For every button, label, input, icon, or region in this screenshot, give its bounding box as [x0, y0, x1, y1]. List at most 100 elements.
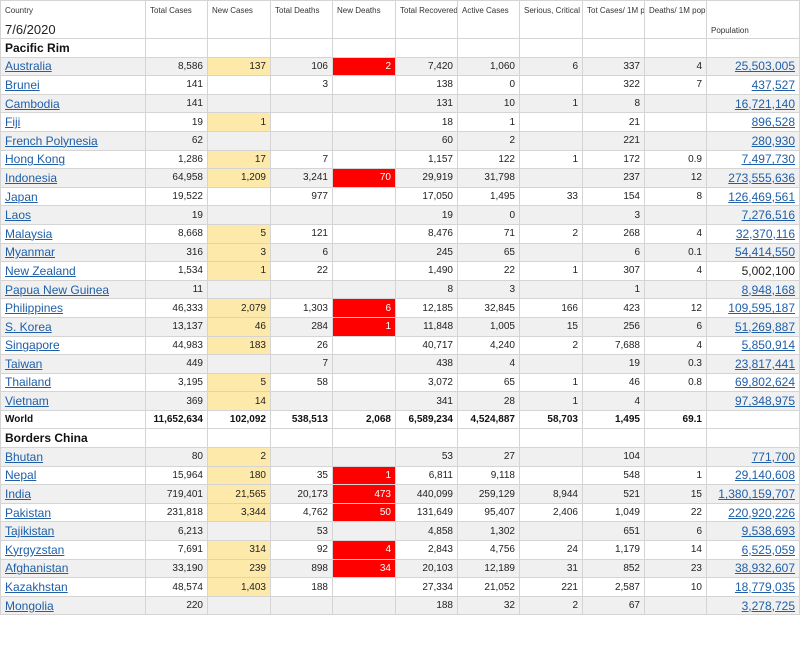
country-link[interactable]: Papua New Guinea: [0, 279, 146, 300]
deaths-per-1m-cell: 0.8: [644, 372, 707, 393]
country-link[interactable]: Mongolia: [0, 595, 146, 616]
population-link[interactable]: 8,948,168: [706, 279, 800, 300]
empty-cell: [457, 38, 520, 58]
country-link[interactable]: Myanmar: [0, 242, 146, 263]
cases-per-1m-cell: 307: [582, 261, 645, 281]
population-link[interactable]: 23,817,441: [706, 354, 800, 374]
deaths-per-1m-cell: [644, 130, 707, 151]
total-cases-cell: 44,983: [145, 335, 208, 356]
country-link[interactable]: Afghanistan: [0, 558, 146, 579]
total-recovered-cell: 29,919: [395, 168, 458, 188]
population-link[interactable]: 16,721,140: [706, 93, 800, 114]
country-link[interactable]: Cambodia: [0, 93, 146, 114]
world-total-recovered-cell: 6,589,234: [395, 409, 458, 430]
empty-cell: [644, 38, 707, 58]
total-deaths-cell: 3,241: [270, 168, 333, 188]
total-recovered-cell: 8: [395, 279, 458, 300]
population-link[interactable]: 437,527: [706, 75, 800, 95]
country-link[interactable]: Tajikistan: [0, 521, 146, 542]
table-row: Indonesia 64,958 1,209 3,241 70 29,919 31,798 2…: [0, 168, 800, 188]
population-link[interactable]: 7,276,516: [706, 205, 800, 225]
country-link[interactable]: Hong Kong: [0, 149, 146, 170]
country-link[interactable]: Pakistan: [0, 502, 146, 523]
empty-cell: [706, 38, 800, 58]
serious-critical-cell: 1: [519, 261, 583, 281]
population-link[interactable]: 32,370,116: [706, 223, 800, 244]
new-deaths-cell: 34: [332, 558, 396, 579]
country-link[interactable]: Nepal: [0, 465, 146, 486]
population-link[interactable]: 273,555,636: [706, 168, 800, 188]
population-link[interactable]: 220,920,226: [706, 502, 800, 523]
cases-per-1m-cell: 548: [582, 465, 645, 486]
country-link[interactable]: Bhutan: [0, 447, 146, 467]
country-link[interactable]: Indonesia: [0, 168, 146, 188]
new-deaths-cell: [332, 149, 396, 170]
country-link[interactable]: Taiwan: [0, 354, 146, 374]
total-cases-cell: 19,522: [145, 186, 208, 207]
population-link[interactable]: 280,930: [706, 130, 800, 151]
header-active-cases: Active Cases: [457, 0, 520, 39]
new-cases-cell: 137: [207, 56, 271, 77]
country-link[interactable]: India: [0, 484, 146, 504]
population-link[interactable]: 9,538,693: [706, 521, 800, 542]
new-deaths-cell: [332, 521, 396, 542]
total-cases-cell: 33,190: [145, 558, 208, 579]
total-recovered-cell: 138: [395, 75, 458, 95]
serious-critical-cell: 1: [519, 149, 583, 170]
deaths-per-1m-cell: [644, 205, 707, 225]
total-cases-cell: 13,137: [145, 316, 208, 337]
population-link[interactable]: 109,595,187: [706, 298, 800, 318]
population-link[interactable]: 7,497,730: [706, 149, 800, 170]
serious-critical-cell: [519, 447, 583, 467]
population-link[interactable]: 3,278,725: [706, 595, 800, 616]
population-link[interactable]: 38,932,607: [706, 558, 800, 579]
population-link[interactable]: 18,779,035: [706, 577, 800, 597]
total-cases-cell: 231,818: [145, 502, 208, 523]
deaths-per-1m-cell: 23: [644, 558, 707, 579]
new-deaths-cell: [332, 447, 396, 467]
population-link[interactable]: 69,802,624: [706, 372, 800, 393]
country-link[interactable]: Kazakhstan: [0, 577, 146, 597]
population-link[interactable]: 51,269,887: [706, 316, 800, 337]
header-total-deaths: Total Deaths: [270, 0, 333, 39]
country-link[interactable]: Philippines: [0, 298, 146, 318]
country-link[interactable]: Thailand: [0, 372, 146, 393]
population-link[interactable]: 1,380,159,707: [706, 484, 800, 504]
total-recovered-cell: 2,843: [395, 540, 458, 560]
country-link[interactable]: Japan: [0, 186, 146, 207]
deaths-per-1m-cell: 8: [644, 186, 707, 207]
new-cases-cell: 17: [207, 149, 271, 170]
new-deaths-cell: [332, 335, 396, 356]
population-link[interactable]: 771,700: [706, 447, 800, 467]
cases-per-1m-cell: 268: [582, 223, 645, 244]
country-link[interactable]: Laos: [0, 205, 146, 225]
population-link[interactable]: 97,348,975: [706, 391, 800, 411]
total-deaths-cell: 106: [270, 56, 333, 77]
country-link[interactable]: Australia: [0, 56, 146, 77]
country-link[interactable]: French Polynesia: [0, 130, 146, 151]
active-cases-cell: 10: [457, 93, 520, 114]
country-link[interactable]: Fiji: [0, 112, 146, 132]
cases-per-1m-cell: 651: [582, 521, 645, 542]
population-link[interactable]: 5,850,914: [706, 335, 800, 356]
total-deaths-cell: 20,173: [270, 484, 333, 504]
cases-per-1m-cell: 8: [582, 93, 645, 114]
population-link[interactable]: 896,528: [706, 112, 800, 132]
population-link[interactable]: 29,140,608: [706, 465, 800, 486]
country-link[interactable]: Malaysia: [0, 223, 146, 244]
table-row: Nepal 15,964 180 35 1 6,811 9,118 548 1 29,140,60…: [0, 465, 800, 486]
population-link[interactable]: 25,503,005: [706, 56, 800, 77]
country-link[interactable]: Brunei: [0, 75, 146, 95]
population-link[interactable]: 54,414,550: [706, 242, 800, 263]
deaths-per-1m-cell: [644, 447, 707, 467]
total-recovered-cell: 1,490: [395, 261, 458, 281]
country-link[interactable]: New Zealand: [0, 261, 146, 281]
active-cases-cell: 0: [457, 75, 520, 95]
header-total-cases: Total Cases: [145, 0, 208, 39]
country-link[interactable]: Vietnam: [0, 391, 146, 411]
population-link[interactable]: 6,525,059: [706, 540, 800, 560]
population-link[interactable]: 126,469,561: [706, 186, 800, 207]
country-link[interactable]: Singapore: [0, 335, 146, 356]
country-link[interactable]: Kyrgyzstan: [0, 540, 146, 560]
country-link[interactable]: S. Korea: [0, 316, 146, 337]
